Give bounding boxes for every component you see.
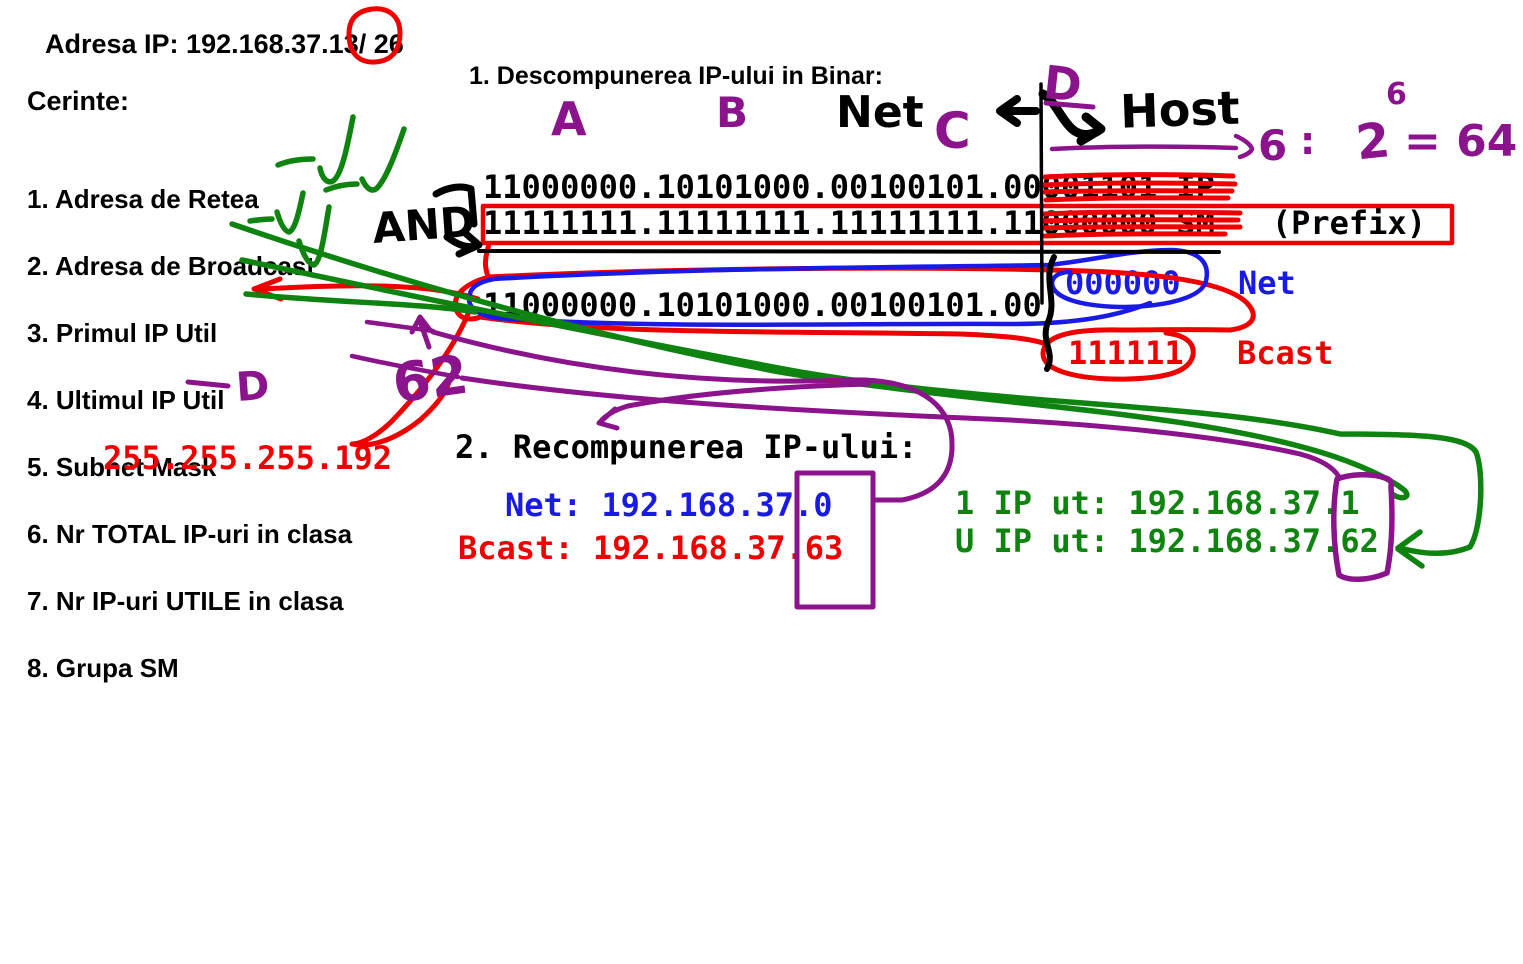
binary-sm-row: 11111111.11111111.11111111.11000000 SM (Pr…	[483, 207, 1426, 240]
hand-net: Net	[836, 87, 924, 138]
purple-connector-item6	[364, 319, 436, 334]
black-sum-line	[477, 249, 1221, 254]
page-title: Adresa IP: 192.168.37.13/ 26	[45, 29, 404, 59]
black-arrow-left	[996, 95, 1040, 127]
list-item: 6. Nr TOTAL IP-uri in clasa	[27, 519, 353, 549]
purple-host-bits-arrow-line	[1049, 133, 1255, 160]
red-stroke-descender-hook	[349, 311, 471, 448]
last-usable-ip: U IP ut: 192.168.37.62	[955, 522, 1379, 560]
purple-connector-item7	[349, 353, 461, 380]
net-address: Net: 192.168.37.0	[505, 486, 833, 524]
list-item: 5. Subnet Mask	[27, 452, 217, 482]
binary-ip-row: 11000000.10101000.00100101.00001101 IP	[483, 171, 1215, 204]
hand-class-b: B	[716, 88, 748, 137]
list-item: 7. Nr IP-uri UTILE in clasa	[27, 586, 344, 616]
black-boundary-squiggle	[1042, 254, 1057, 372]
hand-power-result: = 64	[1404, 116, 1517, 167]
requirements-label: Cerinte:	[27, 86, 130, 116]
black-arrow-to-host	[1038, 89, 1106, 146]
section2-heading: 2. Recompunerea IP-ului:	[455, 428, 918, 466]
red-connector-box-to-loop	[483, 241, 492, 279]
net-host-bits: 000000	[1065, 264, 1181, 302]
bcast-label: Bcast	[1237, 334, 1334, 372]
hand-and: AND	[371, 197, 477, 253]
hand-62: 62	[389, 343, 472, 416]
list-item: 3. Primul IP Util	[27, 318, 218, 348]
hand-class-d: D	[1041, 55, 1085, 113]
list-item: 4. Ultimul IP Util	[27, 385, 225, 415]
sm-row-label: SM	[1176, 204, 1215, 242]
sm-net-bits: 11111111.11111111.11111111.11	[483, 204, 1042, 242]
requirements-list: 1. Adresa de Retea 2. Adresa de Broadcas…	[27, 148, 352, 720]
purple-stroke-to-net-bcast-rect	[430, 329, 955, 503]
list-item: 2. Adresa de Broadcast	[27, 251, 316, 281]
sm-prefix-note: (Prefix)	[1271, 204, 1426, 242]
binary-and-result-row: 11000000.10101000.00100101.00	[483, 286, 1042, 324]
first-usable-ip: 1 IP ut: 192.168.37.1	[955, 484, 1360, 522]
sm-host-bits: 000000	[1041, 204, 1158, 242]
ip-host-bits: 001101	[1041, 168, 1158, 206]
black-and-arrow	[443, 228, 483, 258]
hand-power-base: 2	[1353, 112, 1392, 171]
bcast-address: Bcast: 192.168.37.63	[458, 529, 844, 567]
net-label: Net	[1238, 264, 1296, 302]
subnet-mask-value: 255.255.255.192	[103, 439, 392, 477]
list-item: 8. Grupa SM	[27, 653, 179, 683]
section1-heading: 1. Descompunerea IP-ului in Binar:	[469, 62, 883, 90]
hand-power-exponent: 6	[1386, 77, 1407, 112]
purple-short-arrow	[596, 381, 871, 431]
ip-row-label: IP	[1176, 168, 1215, 206]
black-and-bracket	[432, 183, 478, 228]
hand-host: Host	[1119, 81, 1240, 139]
purple-62-up-arrow	[409, 314, 433, 350]
purple-class-d-underline	[1043, 100, 1096, 110]
list-item: 1. Adresa de Retea	[27, 184, 259, 214]
hand-class-c: C	[934, 102, 971, 160]
ip-net-bits: 11000000.10101000.00100101.00	[483, 168, 1042, 206]
hand-host-bit-count: 6	[1258, 121, 1287, 170]
hand-colon: :	[1300, 119, 1315, 163]
bcast-host-bits: 111111	[1068, 334, 1184, 372]
hand-class-a: A	[551, 92, 587, 146]
